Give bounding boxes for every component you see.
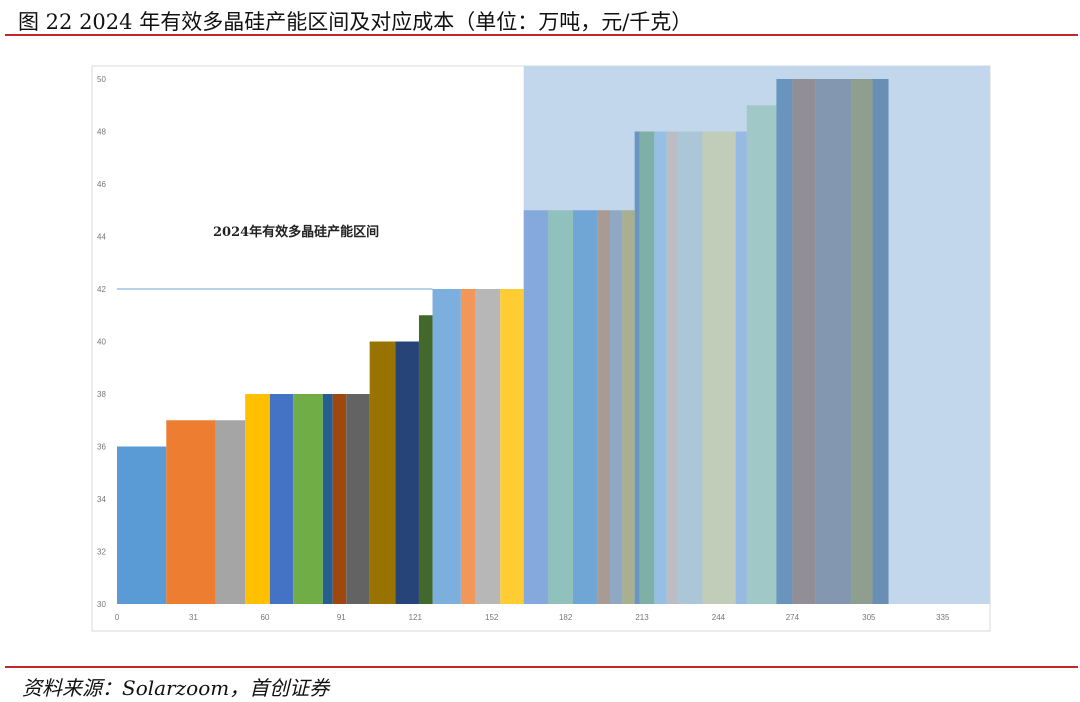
- bar-29: [735, 131, 747, 604]
- bar-25: [654, 131, 667, 604]
- bar-34: [851, 79, 873, 604]
- bar-15: [475, 289, 501, 604]
- bar-2: [166, 420, 216, 604]
- bar-21: [610, 210, 623, 604]
- x-tick-label: 31: [189, 613, 198, 622]
- x-tick-label: 121: [409, 613, 423, 622]
- y-tick-label: 32: [97, 548, 106, 557]
- bar-1: [117, 446, 167, 604]
- y-tick-label: 48: [97, 128, 106, 137]
- x-tick-label: 335: [936, 613, 950, 622]
- y-axis: 30 32 34 36 38 40 42 44 46 48 50: [97, 75, 106, 609]
- bar-18: [548, 210, 574, 604]
- x-tick-label: 305: [862, 613, 876, 622]
- y-tick-label: 38: [97, 390, 106, 399]
- x-tick-label: 182: [559, 613, 573, 622]
- bar-19: [573, 210, 598, 604]
- y-tick-label: 36: [97, 443, 106, 452]
- x-axis: 0 31 60 91 121 152 182 213 244 274 305 335: [115, 613, 950, 622]
- x-tick-label: 60: [260, 613, 269, 622]
- bar-28: [702, 131, 736, 604]
- x-tick-label: 213: [635, 613, 649, 622]
- bar-35: [872, 79, 889, 604]
- bar-16: [500, 289, 524, 604]
- bar-32: [792, 79, 816, 604]
- y-tick-label: 40: [97, 338, 106, 347]
- bar-11: [395, 341, 419, 604]
- bar-33: [815, 79, 852, 604]
- bar-23: [634, 131, 640, 604]
- y-tick-label: 30: [97, 600, 106, 609]
- bar-12: [418, 315, 433, 604]
- bar-30: [746, 105, 777, 604]
- bar-8: [332, 394, 347, 604]
- bar-20: [597, 210, 610, 604]
- bar-7: [322, 394, 333, 604]
- source-note: 资料来源：Solarzoom，首创证券: [22, 676, 330, 700]
- figure-title: 图 22 2024 年有效多晶硅产能区间及对应成本（单位：万吨，元/千克）: [18, 10, 693, 34]
- x-tick-label: 0: [115, 613, 120, 622]
- bar-4: [245, 394, 270, 604]
- bar-3: [215, 420, 246, 604]
- bar-27: [677, 131, 703, 604]
- bar-9: [346, 394, 370, 604]
- bar-26: [666, 131, 678, 604]
- bar-14: [460, 289, 476, 604]
- bar-5: [269, 394, 294, 604]
- bars-layer: [117, 79, 889, 604]
- annotation-label: 2024年有效多晶硅产能区间: [213, 224, 379, 240]
- y-tick-label: 46: [97, 180, 106, 189]
- x-tick-label: 152: [485, 613, 499, 622]
- bar-17: [523, 210, 549, 604]
- y-tick-label: 42: [97, 285, 106, 294]
- title-divider: [5, 34, 1078, 36]
- y-tick-label: 44: [97, 233, 106, 242]
- bar-24: [639, 131, 655, 604]
- bar-22: [622, 210, 635, 604]
- bar-10: [369, 341, 396, 604]
- y-tick-label: 34: [97, 495, 106, 504]
- x-tick-label: 244: [712, 613, 726, 622]
- bar-31: [776, 79, 793, 604]
- y-tick-label: 50: [97, 75, 106, 84]
- bar-13: [432, 289, 461, 604]
- bar-6: [293, 394, 323, 604]
- source-divider: [5, 666, 1078, 668]
- x-tick-label: 274: [786, 613, 800, 622]
- x-tick-label: 91: [337, 613, 346, 622]
